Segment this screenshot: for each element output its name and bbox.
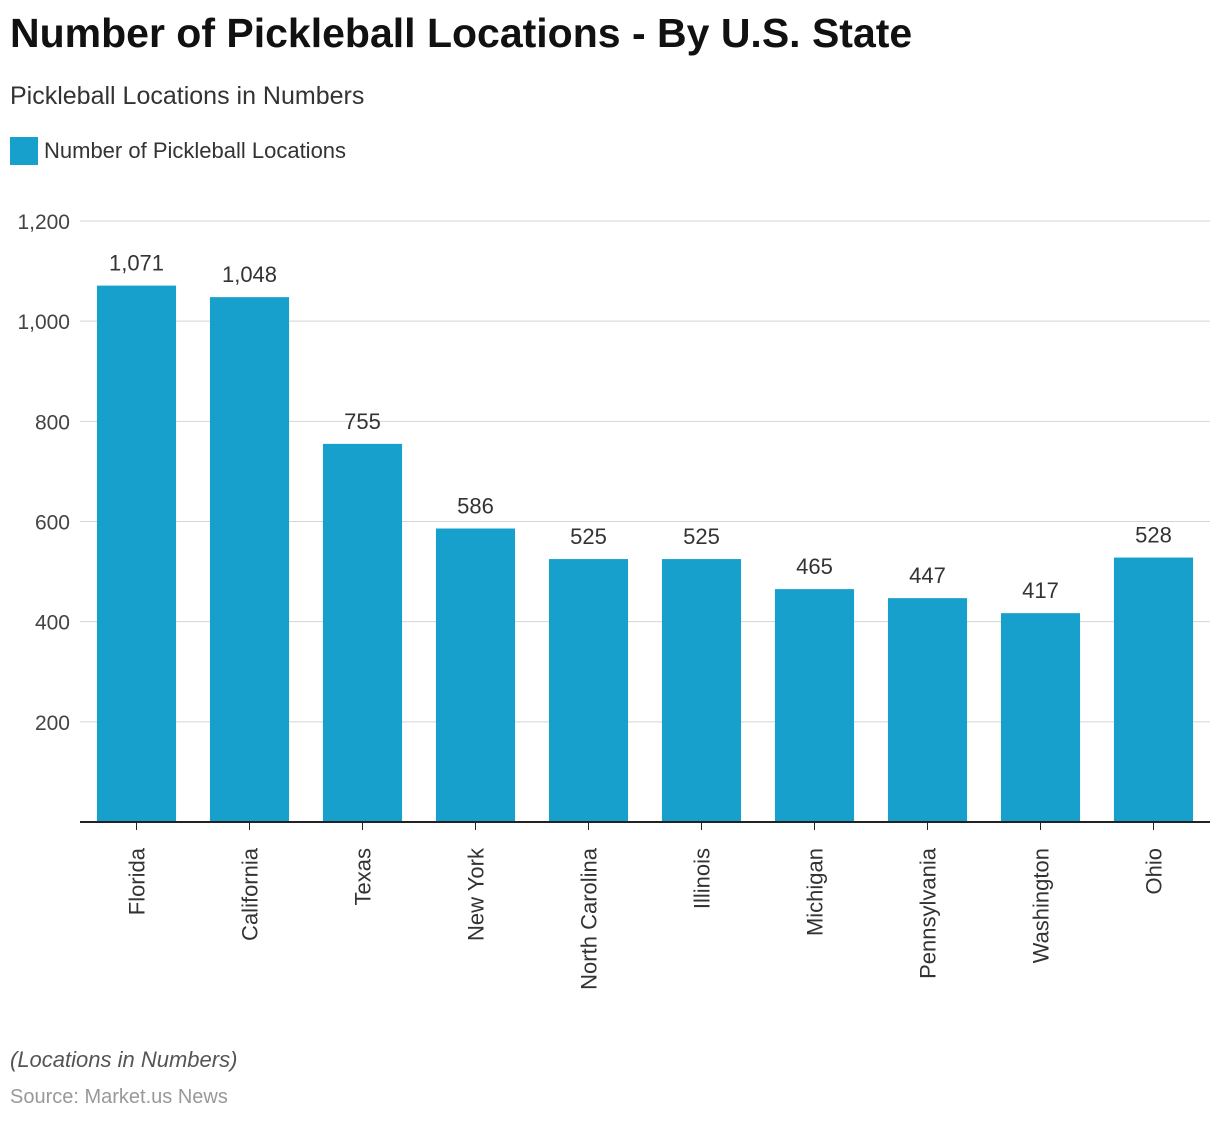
bar-north-carolina — [548, 559, 629, 822]
x-tick-label: Illinois — [690, 848, 715, 909]
data-label: 528 — [1135, 523, 1172, 548]
bar-pennsylvania — [887, 598, 968, 822]
bar-new-york — [435, 528, 516, 822]
legend: Number of Pickleball Locations — [10, 137, 346, 165]
data-label: 447 — [909, 563, 946, 588]
bar-michigan — [774, 589, 855, 822]
data-label: 1,071 — [109, 251, 164, 276]
y-tick-label: 600 — [35, 512, 70, 535]
x-tick-label: Texas — [351, 848, 376, 905]
x-tick-label: Michigan — [803, 848, 828, 936]
legend-label: Number of Pickleball Locations — [44, 138, 347, 163]
data-label: 755 — [344, 409, 381, 434]
bar-florida — [96, 285, 177, 822]
y-tick-label: 1,000 — [17, 311, 70, 334]
y-tick-label: 800 — [35, 411, 70, 434]
legend-swatch — [10, 137, 38, 165]
chart-subtitle: Pickleball Locations in Numbers — [10, 82, 365, 110]
bar-ohio — [1113, 557, 1194, 822]
bar-illinois — [661, 559, 742, 822]
x-tick-label: Ohio — [1142, 848, 1167, 894]
bar-washington — [1000, 613, 1081, 822]
bar-california — [209, 297, 290, 822]
data-label: 1,048 — [222, 262, 277, 287]
data-label: 465 — [796, 554, 833, 579]
x-tick-label: Florida — [125, 847, 150, 915]
bar-texas — [322, 443, 403, 822]
x-tick-label: New York — [464, 847, 489, 941]
x-tick-label: California — [238, 847, 263, 941]
x-tick-label: Washington — [1029, 848, 1054, 963]
source-text: Source: Market.us News — [10, 1086, 228, 1108]
data-label: 525 — [683, 524, 720, 549]
bar-chart: 200 400 600 800 1,000 1,200 1,071 Florida 1,048 C… — [17, 211, 1210, 990]
x-tick-label: Pennsylvania — [916, 847, 941, 979]
data-label: 586 — [457, 494, 494, 519]
x-tick-label: North Carolina — [577, 847, 602, 990]
data-label: 417 — [1022, 578, 1059, 603]
y-tick-label: 1,200 — [17, 211, 70, 234]
data-label: 525 — [570, 524, 607, 549]
y-tick-label: 400 — [35, 612, 70, 635]
unit-note: (Locations in Numbers) — [10, 1047, 238, 1072]
y-tick-label: 200 — [35, 712, 70, 735]
chart-title: Number of Pickleball Locations - By U.S.… — [10, 10, 913, 56]
